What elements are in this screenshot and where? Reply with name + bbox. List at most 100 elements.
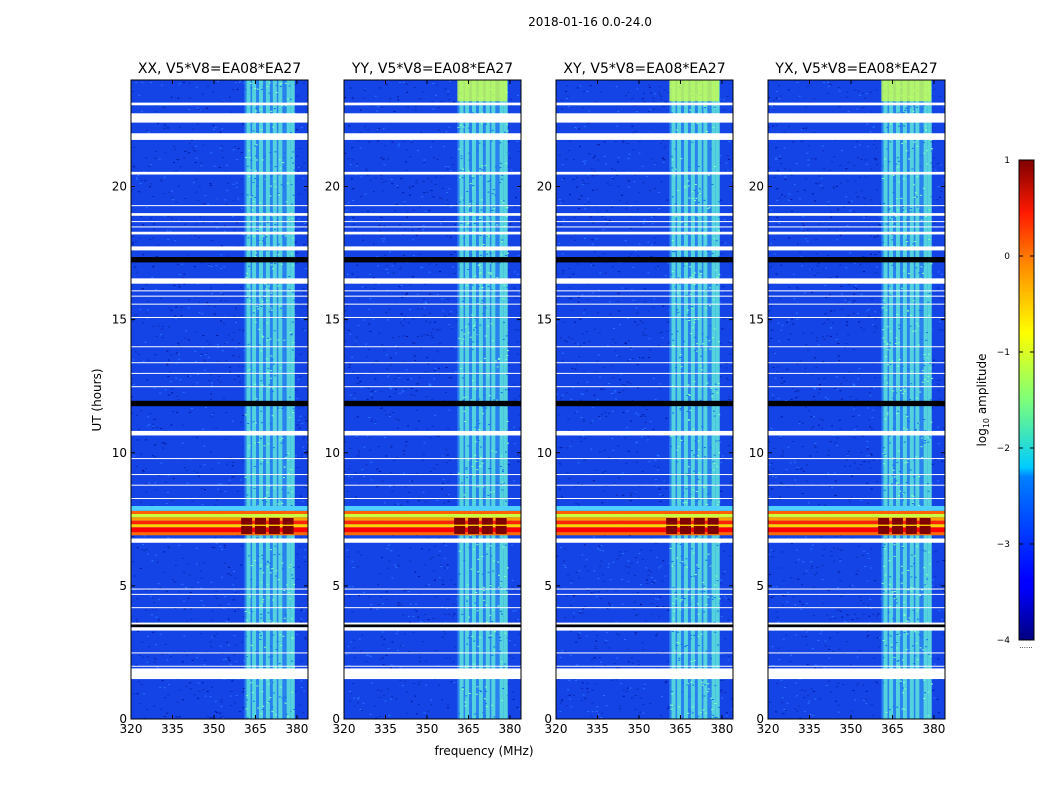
noise-pixel [595, 710, 598, 712]
noise-pixel [233, 654, 236, 656]
noise-pixel [617, 634, 620, 636]
noise-pixel [159, 587, 162, 589]
noise-pixel [441, 455, 444, 457]
rfi-pixel [283, 152, 286, 154]
noise-pixel [508, 640, 511, 642]
noise-pixel [133, 146, 136, 148]
noise-pixel [398, 555, 401, 557]
rfi-pixel [484, 335, 487, 337]
noise-pixel [148, 423, 151, 425]
zero-row [344, 624, 521, 628]
noise-pixel [297, 424, 300, 426]
noise-pixel [167, 215, 170, 217]
noise-pixel [220, 483, 223, 485]
noise-pixel [155, 150, 158, 152]
noise-pixel [598, 332, 601, 334]
noise-pixel [164, 389, 167, 391]
noise-pixel [569, 630, 572, 632]
noise-pixel [306, 207, 308, 209]
noise-pixel [381, 182, 384, 184]
noise-pixel [595, 174, 598, 176]
rfi-pixel [483, 105, 486, 107]
noise-pixel [145, 129, 148, 131]
flagged-line [131, 593, 308, 595]
rfi-pixel [462, 688, 465, 690]
noise-pixel [440, 699, 443, 701]
noise-pixel [175, 317, 178, 319]
noise-pixel [436, 158, 439, 160]
noise-pixel [233, 476, 236, 478]
noise-pixel [176, 264, 179, 266]
noise-pixel [719, 537, 722, 539]
rfi-pixel [481, 165, 484, 167]
noise-pixel [177, 591, 180, 593]
noise-pixel [167, 546, 170, 548]
noise-pixel [647, 272, 650, 274]
rfi-pixel [493, 207, 496, 209]
noise-pixel [152, 423, 155, 425]
rfi-pixel [256, 88, 259, 90]
noise-pixel [351, 356, 354, 358]
noise-pixel [423, 314, 426, 316]
flagged-row [131, 627, 308, 631]
noise-pixel [379, 658, 382, 660]
noise-pixel [346, 305, 349, 307]
noise-pixel [377, 604, 380, 606]
noise-pixel [731, 168, 733, 170]
noise-pixel [435, 84, 438, 86]
noise-pixel [514, 398, 517, 400]
noise-pixel [175, 159, 178, 161]
noise-pixel [192, 470, 195, 472]
noise-pixel [146, 425, 149, 427]
noise-pixel [719, 441, 722, 443]
noise-pixel [368, 596, 371, 598]
noise-pixel [513, 644, 516, 646]
noise-pixel [385, 455, 388, 457]
rfi-pixel [465, 468, 468, 470]
noise-pixel [723, 596, 726, 598]
noise-pixel [389, 471, 392, 473]
noise-pixel [211, 293, 214, 295]
rfi-pixel [291, 651, 294, 653]
noise-pixel [634, 614, 637, 616]
noise-pixel [430, 704, 433, 706]
noise-pixel [445, 607, 448, 609]
noise-pixel [345, 654, 348, 656]
noise-pixel [442, 636, 445, 638]
noise-pixel [140, 410, 143, 412]
flagged-line [131, 226, 308, 228]
noise-pixel [656, 469, 659, 471]
noise-pixel [518, 292, 521, 294]
rfi-pixel [268, 656, 271, 658]
noise-pixel [240, 564, 243, 566]
noise-pixel [369, 298, 372, 300]
noise-pixel [160, 428, 163, 430]
noise-pixel [236, 88, 239, 90]
noise-pixel [399, 679, 402, 681]
noise-pixel [585, 459, 588, 461]
noise-pixel [602, 388, 605, 390]
noise-pixel [441, 606, 444, 608]
rfi-pixel [505, 215, 508, 217]
noise-pixel [225, 658, 228, 660]
rfi-pixel [458, 128, 461, 130]
noise-pixel [381, 106, 384, 108]
noise-pixel [583, 182, 586, 184]
noise-pixel [625, 691, 628, 693]
saturated-block [481, 517, 493, 525]
noise-pixel [514, 329, 517, 331]
noise-pixel [446, 598, 449, 600]
rfi-pixel [466, 190, 469, 192]
rfi-pixel [505, 335, 508, 337]
noise-pixel [243, 660, 246, 662]
noise-pixel [356, 382, 359, 384]
noise-pixel [232, 461, 235, 463]
rfi-pixel [255, 110, 258, 112]
noise-pixel [155, 666, 158, 668]
noise-pixel [719, 162, 722, 164]
noise-pixel [376, 130, 379, 132]
rfi-pixel [477, 572, 480, 574]
noise-pixel [618, 555, 621, 557]
noise-pixel [408, 186, 411, 188]
noise-pixel [663, 159, 666, 161]
